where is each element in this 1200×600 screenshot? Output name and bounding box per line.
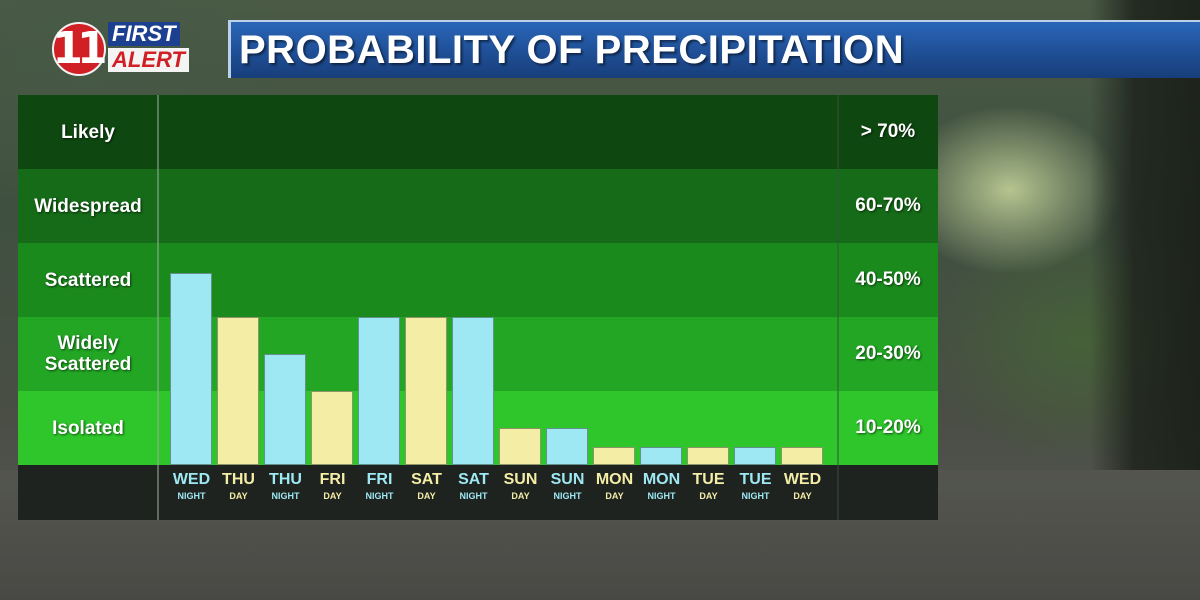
background-tree	[1090, 0, 1200, 470]
x-tick-day: FRI	[319, 471, 346, 488]
x-tick-day: WED	[172, 471, 211, 488]
x-tick-day: SAT	[411, 471, 442, 488]
x-tick-period: NIGHT	[177, 491, 206, 501]
x-tick-day: WED	[783, 471, 822, 488]
band-range-likely: > 70%	[860, 121, 916, 142]
bar-sun-day	[499, 428, 541, 465]
bar-tue-day	[687, 447, 729, 465]
x-tick-day: SUN	[550, 471, 585, 488]
band-label-likely: Likely	[61, 121, 115, 143]
x-tick-period: DAY	[323, 491, 342, 501]
x-tick-day: SUN	[503, 471, 538, 488]
bar-fri-day	[311, 391, 353, 465]
x-tick-period: DAY	[793, 491, 812, 501]
x-tick-label: FRI DAY	[309, 471, 356, 503]
x-axis-strip	[18, 465, 938, 520]
x-tick-period: NIGHT	[365, 491, 394, 501]
x-tick-label: TUE DAY	[685, 471, 732, 503]
x-tick-label: THU NIGHT	[262, 471, 309, 503]
x-tick-day: THU	[269, 471, 302, 488]
x-tick-day: TUE	[692, 471, 725, 488]
page-title: PROBABILITY OF PRECIPITATION	[239, 28, 905, 72]
x-tick-label: SAT NIGHT	[450, 471, 497, 503]
right-divider	[837, 95, 839, 520]
logo-first-text: FIRST	[108, 22, 180, 46]
x-tick-day: MON	[642, 471, 681, 488]
x-tick-period: DAY	[511, 491, 530, 501]
x-tick-period: NIGHT	[741, 491, 770, 501]
x-tick-day: TUE	[739, 471, 772, 488]
band-label-widely-scattered: Widely Scattered	[44, 333, 132, 375]
x-tick-period: NIGHT	[647, 491, 676, 501]
bar-area	[18, 95, 938, 465]
bar-wed-night	[170, 272, 212, 465]
band-label-widespread: Widespread	[34, 195, 142, 217]
x-tick-label: SAT DAY	[403, 471, 450, 503]
title-bar: PROBABILITY OF PRECIPITATION	[228, 20, 1200, 78]
x-tick-period: NIGHT	[271, 491, 300, 501]
band-range-widespread: 60-70%	[855, 195, 921, 216]
x-tick-period: DAY	[417, 491, 436, 501]
chart-panel: Likely > 70% Widespread 60-70% Scattered…	[18, 95, 938, 520]
x-tick-period: NIGHT	[459, 491, 488, 501]
x-tick-label: FRI NIGHT	[356, 471, 403, 503]
bar-mon-night	[640, 447, 682, 465]
bar-thu-night	[264, 354, 306, 465]
band-range-widely-scattered: 20-30%	[855, 343, 921, 364]
bar-wed-day	[781, 447, 823, 465]
band-label-isolated: Isolated	[52, 417, 124, 439]
x-tick-label: THU DAY	[215, 471, 262, 503]
x-tick-label: SUN DAY	[497, 471, 544, 503]
x-tick-day: THU	[222, 471, 255, 488]
bar-sat-night	[452, 317, 494, 465]
x-tick-label: WED NIGHT	[168, 471, 215, 503]
station-logo: 11 FIRST ALERT	[50, 18, 210, 78]
x-tick-label: MON DAY	[591, 471, 638, 503]
x-tick-label: MON NIGHT	[638, 471, 685, 503]
band-label-scattered: Scattered	[44, 269, 132, 291]
x-tick-day: SAT	[458, 471, 489, 488]
band-range-isolated: 10-20%	[855, 417, 921, 438]
bar-mon-day	[593, 447, 635, 465]
x-tick-period: NIGHT	[553, 491, 582, 501]
x-tick-period: DAY	[605, 491, 624, 501]
logo-circle	[52, 22, 106, 76]
band-widespread: Widespread 60-70%	[18, 169, 938, 243]
x-tick-period: DAY	[699, 491, 718, 501]
x-tick-label: SUN NIGHT	[544, 471, 591, 503]
x-tick-label: WED DAY	[779, 471, 826, 503]
logo-alert-text: ALERT	[108, 48, 189, 72]
x-tick-label: TUE NIGHT	[732, 471, 779, 503]
bar-tue-night	[734, 447, 776, 465]
x-tick-day: FRI	[366, 471, 393, 488]
bar-sun-night	[546, 428, 588, 465]
bar-fri-night	[358, 317, 400, 465]
bar-thu-day	[217, 317, 259, 465]
band-range-scattered: 40-50%	[855, 269, 921, 290]
x-tick-period: DAY	[229, 491, 248, 501]
band-likely: Likely > 70%	[18, 95, 938, 169]
bar-sat-day	[405, 317, 447, 465]
x-tick-day: MON	[595, 471, 634, 488]
left-divider	[157, 95, 159, 520]
logo-number: 11	[52, 23, 107, 74]
